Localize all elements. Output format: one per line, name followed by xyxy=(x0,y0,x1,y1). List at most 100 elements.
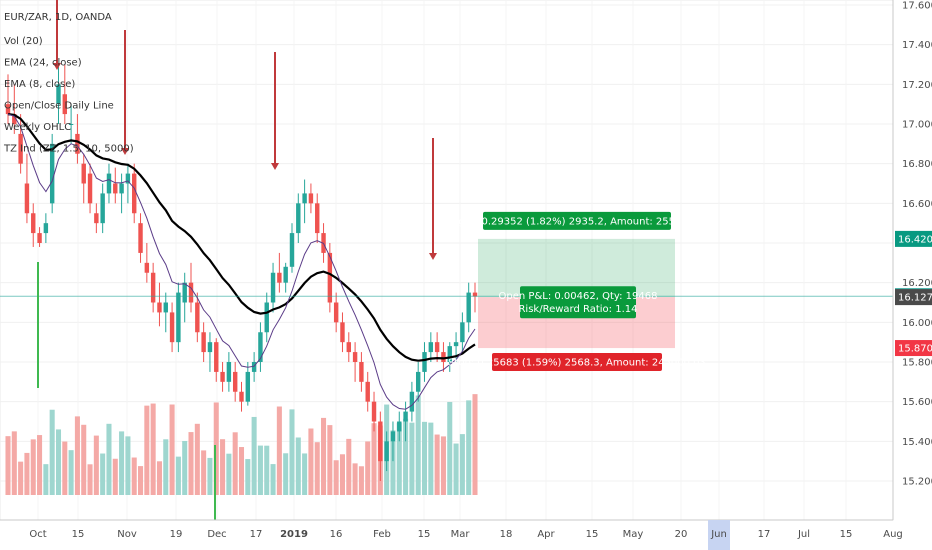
entry-price-label: 16.12718 xyxy=(898,293,932,304)
candle-body xyxy=(169,312,175,343)
candle-body xyxy=(87,173,93,204)
y-tick-label: 16.80000 xyxy=(902,159,932,170)
arrows xyxy=(37,0,437,520)
volume-bar xyxy=(245,459,251,495)
candle-body xyxy=(56,84,61,105)
x-tick-label: Apr xyxy=(537,529,555,540)
candle-body xyxy=(422,352,427,372)
volume-bar xyxy=(138,466,144,495)
volume-bar xyxy=(125,436,131,495)
volume-bar xyxy=(302,453,308,495)
target-label: Target: 0.29352 (1.82%) 2935.2, Amount: … xyxy=(443,216,710,227)
candle-body xyxy=(132,173,137,214)
x-tick-label: 16 xyxy=(330,529,343,540)
volume-bar xyxy=(352,463,358,495)
volume-bars xyxy=(5,394,478,495)
volume-bar xyxy=(232,432,238,495)
volume-bar xyxy=(396,422,402,495)
y-tick-label: 15.20000 xyxy=(902,477,932,488)
volume-bar xyxy=(24,452,30,495)
volume-bar xyxy=(440,436,446,495)
candle-body xyxy=(308,193,314,204)
candle-body xyxy=(264,302,269,333)
candle-body xyxy=(415,371,421,392)
x-tick-label: Aug xyxy=(883,529,903,540)
candle-body xyxy=(43,223,49,234)
candle-body xyxy=(251,362,257,372)
y-tick-label: 17.00000 xyxy=(902,120,932,131)
candle-body xyxy=(434,342,440,353)
volume-bar xyxy=(238,447,245,495)
candle-body xyxy=(113,183,118,194)
volume-bar xyxy=(333,460,339,495)
volume-bar xyxy=(472,394,478,495)
candle-body xyxy=(428,342,434,353)
volume-bar xyxy=(74,416,80,495)
price-axis[interactable]: 17.60000 17.40000 17.20000 17.00000 16.80000… xyxy=(892,0,932,520)
candle-body xyxy=(157,302,162,313)
pnl-label: Open P&L: 0.00462, Qty: 19468 xyxy=(499,291,658,302)
candle-body xyxy=(283,266,288,283)
volume-bar xyxy=(55,429,62,495)
y-tick-label: 16.00000 xyxy=(902,318,932,329)
y-tick-label: 15.40000 xyxy=(902,437,932,448)
candle-body xyxy=(346,342,351,353)
volume-bar xyxy=(403,418,409,495)
y-tick-label: 15.60000 xyxy=(902,397,932,408)
legend-item: Vol (20) xyxy=(4,36,43,47)
candle-body xyxy=(18,133,23,164)
legend-item: EMA (8, close) xyxy=(4,79,75,90)
candle-body xyxy=(100,193,105,224)
x-tick-label: Jul xyxy=(797,529,810,540)
candle-body xyxy=(403,411,408,422)
volume-bar xyxy=(308,428,314,495)
down-arrow-head xyxy=(429,253,437,260)
candle-body xyxy=(150,272,156,303)
candle-body xyxy=(296,203,301,234)
candle-body xyxy=(384,441,389,462)
volume-bar xyxy=(37,435,43,495)
legend-item: EMA (24, close) xyxy=(4,58,82,69)
candle-body xyxy=(12,114,17,124)
candle-body xyxy=(31,213,36,234)
target-label-box xyxy=(483,211,671,230)
y-tick-label: 17.20000 xyxy=(902,80,932,91)
candle-body xyxy=(81,163,86,184)
candle-body xyxy=(302,193,307,204)
volume-bar xyxy=(358,466,364,495)
stop-price-tag xyxy=(895,340,932,357)
volume-bar xyxy=(213,402,219,495)
volume-bar xyxy=(295,437,301,495)
candle-body xyxy=(365,381,370,402)
candle-body xyxy=(125,173,131,184)
volume-bar xyxy=(18,461,24,495)
candle-body xyxy=(138,223,143,253)
y-tick-label: 16.20000 xyxy=(902,278,932,289)
ema8-line xyxy=(7,113,476,410)
volume-bar xyxy=(314,442,320,495)
volume-bar xyxy=(175,456,181,495)
x-tick-label: 19 xyxy=(170,529,183,540)
candle-body xyxy=(37,233,42,243)
volume-bar xyxy=(390,430,396,495)
candle-body xyxy=(371,401,377,422)
candle-body xyxy=(195,302,200,333)
target-price-tag xyxy=(895,230,932,247)
volume-bar xyxy=(415,395,421,495)
grid xyxy=(0,0,894,521)
volume-bar xyxy=(68,450,74,495)
indicator-lines xyxy=(0,113,893,410)
x-tick-label: 15 xyxy=(586,529,599,540)
candle-body xyxy=(207,342,213,353)
candle-body xyxy=(289,233,295,267)
legend-item: Open/Close Daily Line xyxy=(4,101,114,112)
volume-bar xyxy=(150,403,156,495)
y-tick-label: 16.60000 xyxy=(902,199,932,210)
y-tick-label: 17.60000 xyxy=(902,1,932,12)
volume-bar xyxy=(283,453,289,495)
candle-body xyxy=(163,302,168,313)
volume-bar xyxy=(270,464,276,495)
volume-bar xyxy=(5,436,11,495)
time-axis[interactable]: Oct 15 Nov 19 Dec 17 2019 16 Feb 15 Mar 18 Apr 15 May 2… xyxy=(0,519,903,550)
